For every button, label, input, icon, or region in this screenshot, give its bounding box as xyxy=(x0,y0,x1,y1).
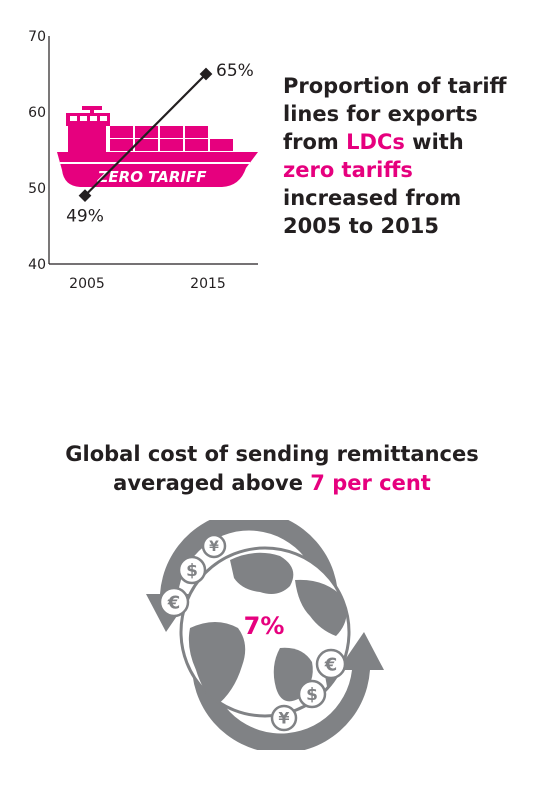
currency-coin-icon xyxy=(177,555,207,585)
data-point xyxy=(199,67,213,81)
headline-zero-tariffs: zero tariffs xyxy=(283,158,413,182)
headline-ldcs: LDCs xyxy=(346,130,405,154)
data-point xyxy=(78,189,92,202)
remittance-line-2: averaged above 7 per cent xyxy=(0,469,544,498)
y-tick-label: 60 xyxy=(28,105,46,121)
headline-line-6: 2005 to 2015 xyxy=(283,214,439,238)
currency-coin-icon xyxy=(315,648,347,680)
currency-coin-icon xyxy=(297,679,327,709)
currency-symbol: ¥ xyxy=(278,708,289,727)
series-line xyxy=(84,73,207,197)
currency-symbol: € xyxy=(167,592,181,613)
remittance-line-1: Global cost of sending remittances xyxy=(65,442,479,466)
y-tick-label: 50 xyxy=(28,181,46,197)
currency-symbol: $ xyxy=(306,685,318,705)
x-tick-label: 2005 xyxy=(69,276,105,292)
currency-coins: ¥$€€$¥ xyxy=(158,533,347,732)
circular-arrow-top-icon xyxy=(146,520,339,632)
currency-symbol: ¥ xyxy=(209,539,219,555)
headline-line-5: increased from xyxy=(283,186,462,210)
headline-line-3: from LDCs with xyxy=(283,128,543,156)
y-tick-label: 40 xyxy=(28,257,46,273)
headline-with: with xyxy=(404,130,464,154)
currency-symbol: € xyxy=(324,654,338,675)
currency-coin-icon xyxy=(270,704,298,732)
tariff-headline: Proportion of tariff lines for exports f… xyxy=(283,72,543,240)
tariff-chart: 40 50 60 70 2005 2015 ZERO TARIFF 49% 65% xyxy=(28,29,258,292)
remittance-seven-per-cent: 7 per cent xyxy=(310,471,431,495)
headline-from: from xyxy=(283,130,347,154)
currency-symbol: $ xyxy=(186,561,198,581)
headline-line-2: lines for exports xyxy=(283,102,478,126)
headline-line-1: Proportion of tariff xyxy=(283,74,507,98)
currency-coin-icon xyxy=(158,586,190,618)
data-label: 65% xyxy=(216,61,254,81)
data-label: 49% xyxy=(66,207,104,227)
cargo-ship-icon xyxy=(57,106,258,187)
remittance-averaged: averaged above xyxy=(113,471,311,495)
x-tick-label: 2015 xyxy=(190,276,226,292)
currency-coin-icon xyxy=(201,533,227,559)
globe-value: 7% xyxy=(244,612,285,640)
y-tick-label: 70 xyxy=(28,29,46,45)
remittance-headline: Global cost of sending remittances avera… xyxy=(0,440,544,498)
remittance-globe-illustration: 7% ¥$€€$¥ xyxy=(146,520,384,750)
ship-label: ZERO TARIFF xyxy=(97,168,208,186)
globe-icon: 7% xyxy=(179,546,351,718)
circular-arrow-bottom-icon xyxy=(191,632,384,750)
